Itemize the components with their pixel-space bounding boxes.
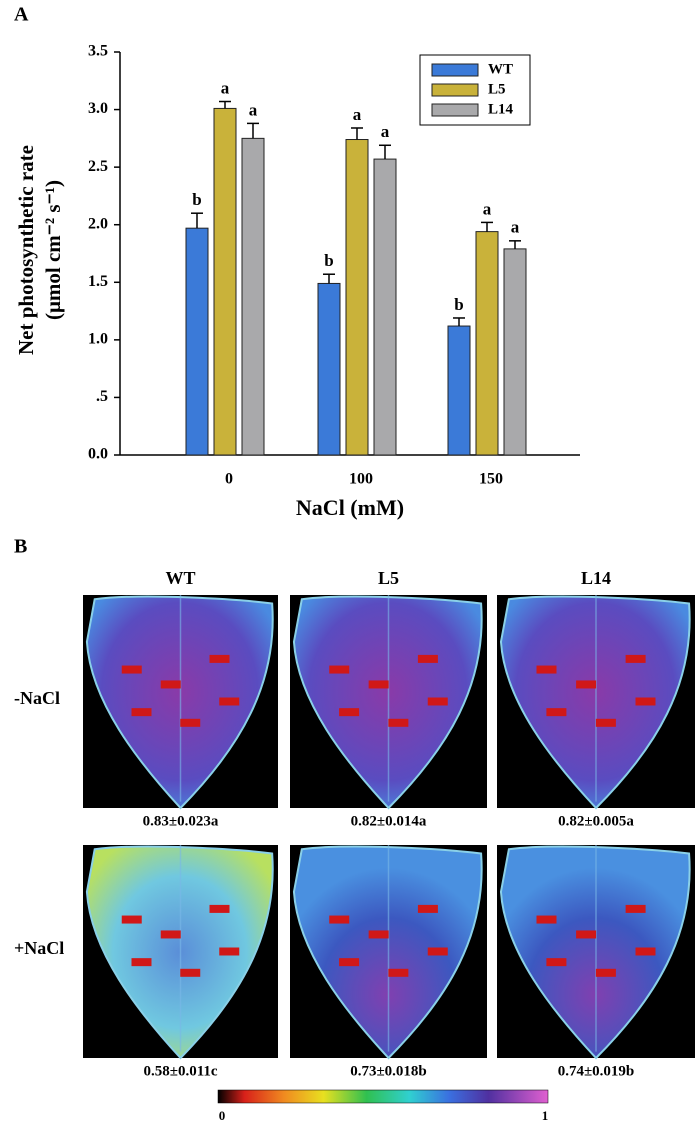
legend-swatch (431, 63, 479, 77)
roi-marker (625, 904, 646, 913)
colorbar (217, 1089, 549, 1104)
bar (475, 231, 499, 456)
bar (373, 158, 397, 456)
x-tick-label: 100 (349, 471, 373, 488)
significance-letter: a (381, 122, 390, 141)
roi-marker (536, 915, 557, 924)
bar (317, 282, 341, 456)
fvfm-value: 0.83±0.023a (143, 813, 219, 829)
x-tick-label: 0 (225, 471, 233, 488)
roi-marker (576, 680, 597, 689)
panel-label: A (14, 4, 29, 26)
roi-marker (546, 708, 567, 717)
roi-marker (329, 915, 350, 924)
roi-marker (635, 947, 656, 956)
y-tick-label: 3.5 (88, 43, 108, 60)
legend-swatch (431, 83, 479, 97)
roi-marker (417, 904, 438, 913)
legend-label: WT (488, 61, 513, 77)
roi-marker (219, 697, 240, 706)
roi-marker (160, 680, 181, 689)
roi-marker (417, 654, 438, 663)
roi-marker (576, 930, 597, 939)
fvfm-value: 0.73±0.018b (350, 1063, 427, 1079)
roi-marker (329, 665, 350, 674)
x-axis-label: NaCl (mM) (296, 495, 404, 520)
roi-marker (180, 968, 201, 977)
roi-marker (180, 718, 201, 727)
bar (447, 325, 471, 456)
row-label: -NaCl (14, 688, 60, 708)
image-panel: WT L5 L14 -NaCl 0.83±0.023a 0.82±0.014a 0.82±0… (14, 568, 695, 1123)
roi-marker (219, 947, 240, 956)
significance-letter: b (454, 295, 463, 314)
roi-marker (160, 930, 181, 939)
roi-marker (427, 947, 448, 956)
roi-marker (595, 968, 616, 977)
fvfm-value: 0.74±0.019b (558, 1063, 635, 1079)
column-header: WT (165, 568, 195, 588)
y-tick-label: 1.0 (88, 331, 108, 348)
roi-marker (121, 915, 142, 924)
roi-marker (209, 904, 230, 913)
legend-label: L14 (488, 101, 514, 117)
roi-marker (368, 680, 389, 689)
roi-marker (595, 718, 616, 727)
roi-marker (121, 665, 142, 674)
bar (185, 227, 209, 456)
significance-letter: a (221, 78, 230, 97)
roi-marker (339, 708, 360, 717)
y-tick-label: .5 (96, 388, 108, 405)
roi-marker (339, 958, 360, 967)
legend-label: L5 (488, 81, 506, 97)
roi-marker (388, 718, 409, 727)
x-tick-label: 150 (479, 471, 503, 488)
row-label: +NaCl (14, 938, 64, 958)
y-tick-label: 2.5 (88, 158, 108, 175)
y-axis-label: (μmol cm⁻² s⁻¹) (41, 180, 65, 320)
roi-marker (635, 697, 656, 706)
roi-marker (388, 968, 409, 977)
colorbar-label: 1 (542, 1108, 549, 1123)
bar-chart: 0.0 .5 1.0 1.5 2.0 2.5 3.0 3.5 Net photosyntheti… (14, 43, 580, 520)
fvfm-value: 0.82±0.014a (351, 813, 427, 829)
roi-marker (427, 697, 448, 706)
panel-label: B (14, 536, 27, 558)
y-tick-label: 0.0 (88, 446, 108, 463)
colorbar-label: 0 (219, 1108, 226, 1123)
significance-letter: a (353, 105, 362, 124)
y-tick-label: 2.0 (88, 215, 108, 232)
roi-marker (625, 654, 646, 663)
legend-swatch (431, 103, 479, 117)
bar (503, 248, 527, 456)
column-header: L14 (581, 568, 611, 588)
significance-letter: b (324, 251, 333, 270)
roi-marker (536, 665, 557, 674)
roi-marker (209, 654, 230, 663)
fvfm-value: 0.82±0.005a (558, 813, 634, 829)
y-axis-label: Net photosynthetic rate (14, 145, 38, 355)
roi-marker (131, 708, 152, 717)
significance-letter: a (511, 218, 520, 237)
significance-letter: a (249, 100, 258, 119)
significance-letter: b (192, 190, 201, 209)
bar (241, 137, 265, 456)
bar (345, 139, 369, 456)
significance-letter: a (483, 199, 492, 218)
y-tick-label: 1.5 (88, 273, 108, 290)
column-header: L5 (378, 568, 399, 588)
roi-marker (368, 930, 389, 939)
fvfm-value: 0.58±0.011c (143, 1063, 217, 1079)
roi-marker (546, 958, 567, 967)
roi-marker (131, 958, 152, 967)
bar (213, 107, 237, 456)
y-tick-label: 3.0 (88, 100, 108, 117)
